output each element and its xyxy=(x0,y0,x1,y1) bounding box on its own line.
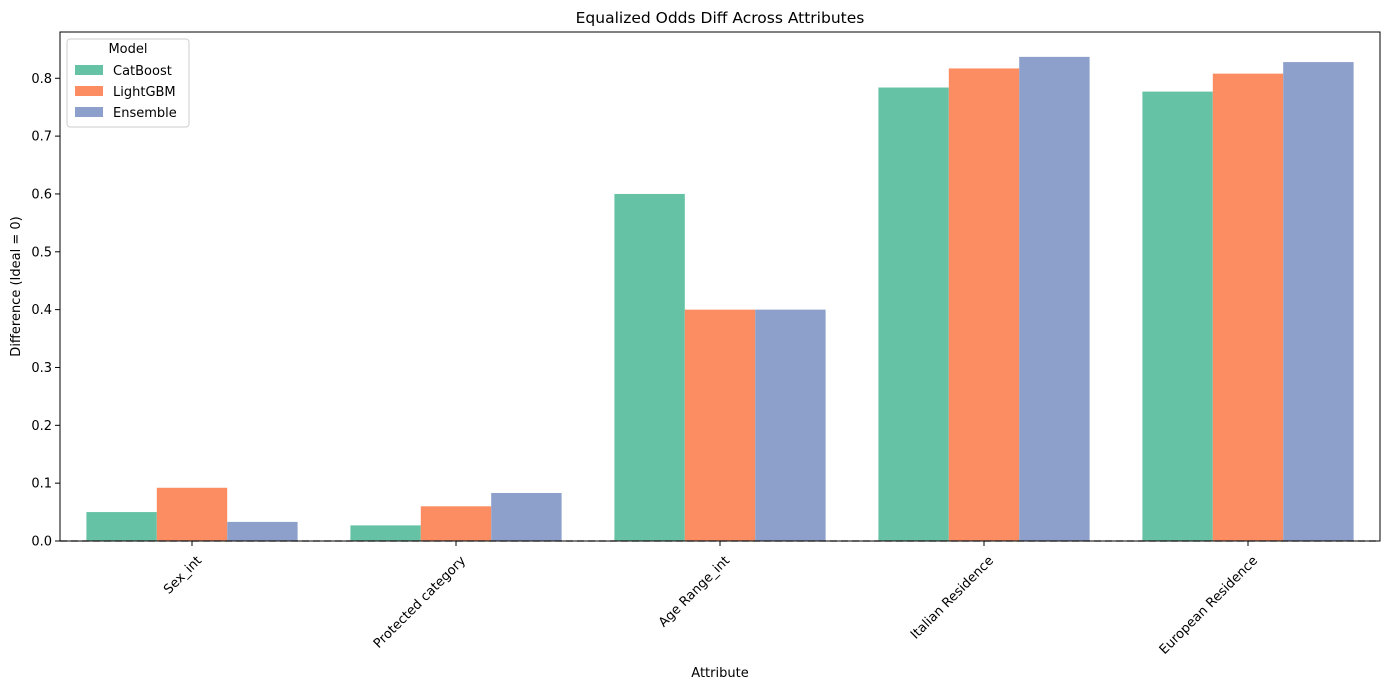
x-axis-label: Attribute xyxy=(691,666,748,681)
bar-lightgbm-1 xyxy=(420,506,492,541)
x-axis: Sex_int Protected category Age Range_int It… xyxy=(161,541,1261,658)
y-axis-label: Difference (Ideal = 0) xyxy=(9,216,24,356)
legend: Model CatBoost LightGBM Ensemble xyxy=(66,38,190,128)
legend-label-catboost: CatBoost xyxy=(113,64,172,79)
legend-title: Model xyxy=(108,42,147,57)
y-tick-label: 0.2 xyxy=(31,419,52,434)
y-tick-label: 0.7 xyxy=(31,130,52,145)
legend-swatch-lightgbm xyxy=(75,86,103,96)
y-tick-label: 0.4 xyxy=(31,303,52,318)
y-tick-label: 0.1 xyxy=(31,477,52,492)
legend-box xyxy=(66,38,190,128)
chart-title: Equalized Odds Diff Across Attributes xyxy=(576,9,865,27)
x-tick-label: European Residence xyxy=(1157,553,1261,657)
bar-ensemble-4 xyxy=(1283,62,1354,542)
bar-catboost-2 xyxy=(614,193,685,542)
bar-ensemble-1 xyxy=(491,492,562,541)
bars-layer xyxy=(86,56,1354,542)
legend-swatch-ensemble xyxy=(75,107,103,117)
y-tick-label: 0.3 xyxy=(31,361,52,376)
y-tick-label: 0.6 xyxy=(31,187,52,202)
bar-lightgbm-3 xyxy=(948,68,1020,542)
x-tick-label: Age Range_int xyxy=(656,553,733,630)
bar-lightgbm-2 xyxy=(684,309,756,541)
bar-catboost-0 xyxy=(86,512,157,541)
x-tick-label: Protected category xyxy=(371,553,469,651)
bar-lightgbm-0 xyxy=(156,487,228,541)
y-tick-label: 0.8 xyxy=(31,72,52,87)
x-tick-label: Sex_int xyxy=(161,553,205,597)
bar-ensemble-0 xyxy=(227,521,298,541)
legend-label-ensemble: Ensemble xyxy=(113,106,177,121)
legend-swatch-catboost xyxy=(75,65,103,75)
y-tick-label: 0.0 xyxy=(31,535,52,550)
y-axis: 0.0 0.1 0.2 0.3 0.4 0.5 0.6 0.7 0.8 xyxy=(31,72,60,550)
x-tick-label: Italian Residence xyxy=(908,553,997,642)
bar-lightgbm-4 xyxy=(1212,73,1284,542)
bar-ensemble-2 xyxy=(755,309,826,541)
bar-ensemble-3 xyxy=(1019,56,1090,542)
bar-catboost-1 xyxy=(350,525,421,541)
y-tick-label: 0.5 xyxy=(31,245,52,260)
bar-catboost-3 xyxy=(878,87,949,541)
legend-label-lightgbm: LightGBM xyxy=(113,85,176,100)
bar-catboost-4 xyxy=(1142,91,1213,541)
